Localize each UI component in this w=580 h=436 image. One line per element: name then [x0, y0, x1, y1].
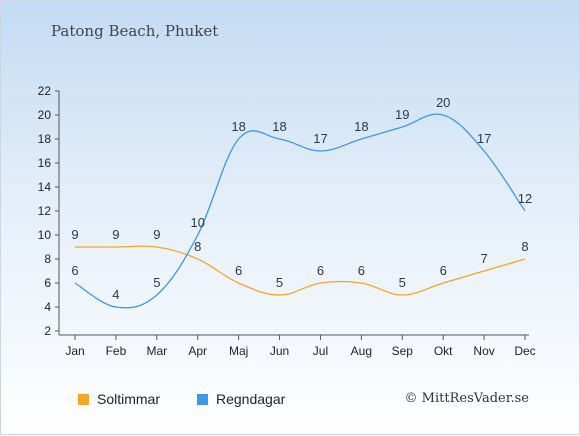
data-label-soltimmar: 8	[521, 239, 528, 254]
data-label-soltimmar: 6	[317, 263, 324, 278]
y-tick-label: 12	[38, 204, 52, 218]
y-tick-label: 18	[38, 132, 52, 146]
x-tick-label: Nov	[473, 344, 494, 358]
legend-swatch-regndagar	[197, 393, 208, 405]
y-tick-label: 14	[38, 180, 52, 194]
data-label-soltimmar: 5	[399, 275, 406, 290]
y-tick-label: 4	[44, 300, 51, 314]
x-tick-label: Dec	[514, 344, 535, 358]
data-label-soltimmar: 6	[358, 263, 365, 278]
data-label-soltimmar: 7	[480, 251, 487, 266]
series-line-regndagar	[74, 113, 526, 309]
data-label-soltimmar: 9	[112, 227, 119, 242]
data-label-regndagar: 19	[395, 107, 409, 122]
data-label-regndagar: 20	[436, 95, 450, 110]
y-tick-label: 8	[44, 252, 51, 266]
data-label-regndagar: 18	[272, 119, 286, 134]
legend-label-regndagar: Regndagar	[216, 391, 286, 407]
x-tick-label: Jun	[270, 344, 289, 358]
x-tick-label: Feb	[106, 344, 127, 358]
legend-item-regndagar: Regndagar	[197, 391, 285, 407]
data-label-regndagar: 10	[190, 215, 204, 230]
x-tick-label: Sep	[392, 344, 414, 358]
data-label-regndagar: 17	[477, 131, 491, 146]
x-tick-label: Okt	[434, 344, 453, 358]
data-label-regndagar: 18	[354, 119, 368, 134]
y-tick-label: 6	[44, 276, 51, 290]
x-tick-label: Aug	[351, 344, 372, 358]
data-label-regndagar: 6	[71, 263, 78, 278]
legend-label-soltimmar: Soltimmar	[97, 391, 161, 407]
chart-title: Patong Beach, Phuket	[51, 22, 219, 40]
legend-swatch-soltimmar	[78, 393, 89, 405]
data-label-soltimmar: 6	[440, 263, 447, 278]
data-label-soltimmar: 5	[276, 275, 283, 290]
x-tick-label: Maj	[229, 344, 248, 358]
y-tick-label: 2	[44, 324, 51, 338]
y-tick-label: 22	[38, 84, 52, 98]
data-label-regndagar: 4	[112, 287, 119, 302]
data-label-soltimmar: 9	[71, 227, 78, 242]
y-tick-label: 10	[38, 228, 52, 242]
data-label-regndagar: 17	[313, 131, 327, 146]
x-tick-label: Jan	[65, 344, 84, 358]
y-tick-label: 16	[38, 156, 52, 170]
y-tick-label: 20	[38, 108, 52, 122]
data-label-regndagar: 12	[518, 191, 532, 206]
legend-item-soltimmar: Soltimmar	[78, 391, 160, 407]
data-label-soltimmar: 8	[194, 239, 201, 254]
copyright-text: © MittResVader.se	[404, 391, 529, 406]
data-label-regndagar: 5	[153, 275, 160, 290]
x-tick-label: Jul	[313, 344, 328, 358]
data-label-soltimmar: 6	[235, 263, 242, 278]
x-tick-label: Apr	[188, 344, 207, 358]
series-line-soltimmar	[74, 245, 526, 296]
x-tick-label: Mar	[146, 344, 167, 358]
data-label-regndagar: 18	[231, 119, 245, 134]
data-label-soltimmar: 9	[153, 227, 160, 242]
